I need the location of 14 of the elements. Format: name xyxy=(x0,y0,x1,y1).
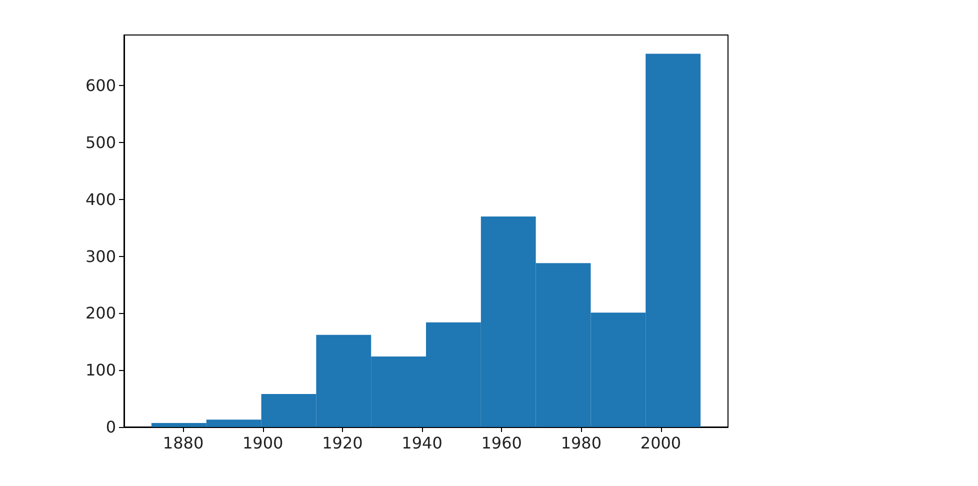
y-tick-label: 200 xyxy=(85,304,116,323)
y-tick-label: 500 xyxy=(85,133,116,152)
x-tick-label: 1920 xyxy=(322,434,363,452)
x-tick-label: 1900 xyxy=(242,434,284,452)
x-tick-label: 1940 xyxy=(402,434,442,452)
x-tick-label: 1880 xyxy=(162,434,204,452)
x-tick-label: 1960 xyxy=(481,434,522,452)
x-tick-label: 1980 xyxy=(560,434,602,452)
y-tick-label: 600 xyxy=(85,76,116,96)
y-tick-label: 300 xyxy=(85,246,116,266)
y-tick-label: 100 xyxy=(85,360,116,380)
y-tick-label: 400 xyxy=(85,190,116,209)
x-tick-label: 2000 xyxy=(640,434,682,452)
y-tick-label: 0 xyxy=(106,418,116,436)
